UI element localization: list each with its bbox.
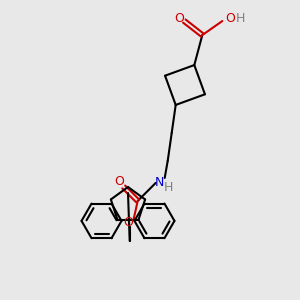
Text: O: O [174, 12, 184, 25]
Text: O: O [114, 176, 124, 188]
Text: H: H [164, 182, 173, 194]
Text: N: N [155, 176, 164, 189]
Text: H: H [236, 12, 245, 25]
Text: O: O [123, 216, 133, 230]
Text: O: O [225, 12, 235, 25]
